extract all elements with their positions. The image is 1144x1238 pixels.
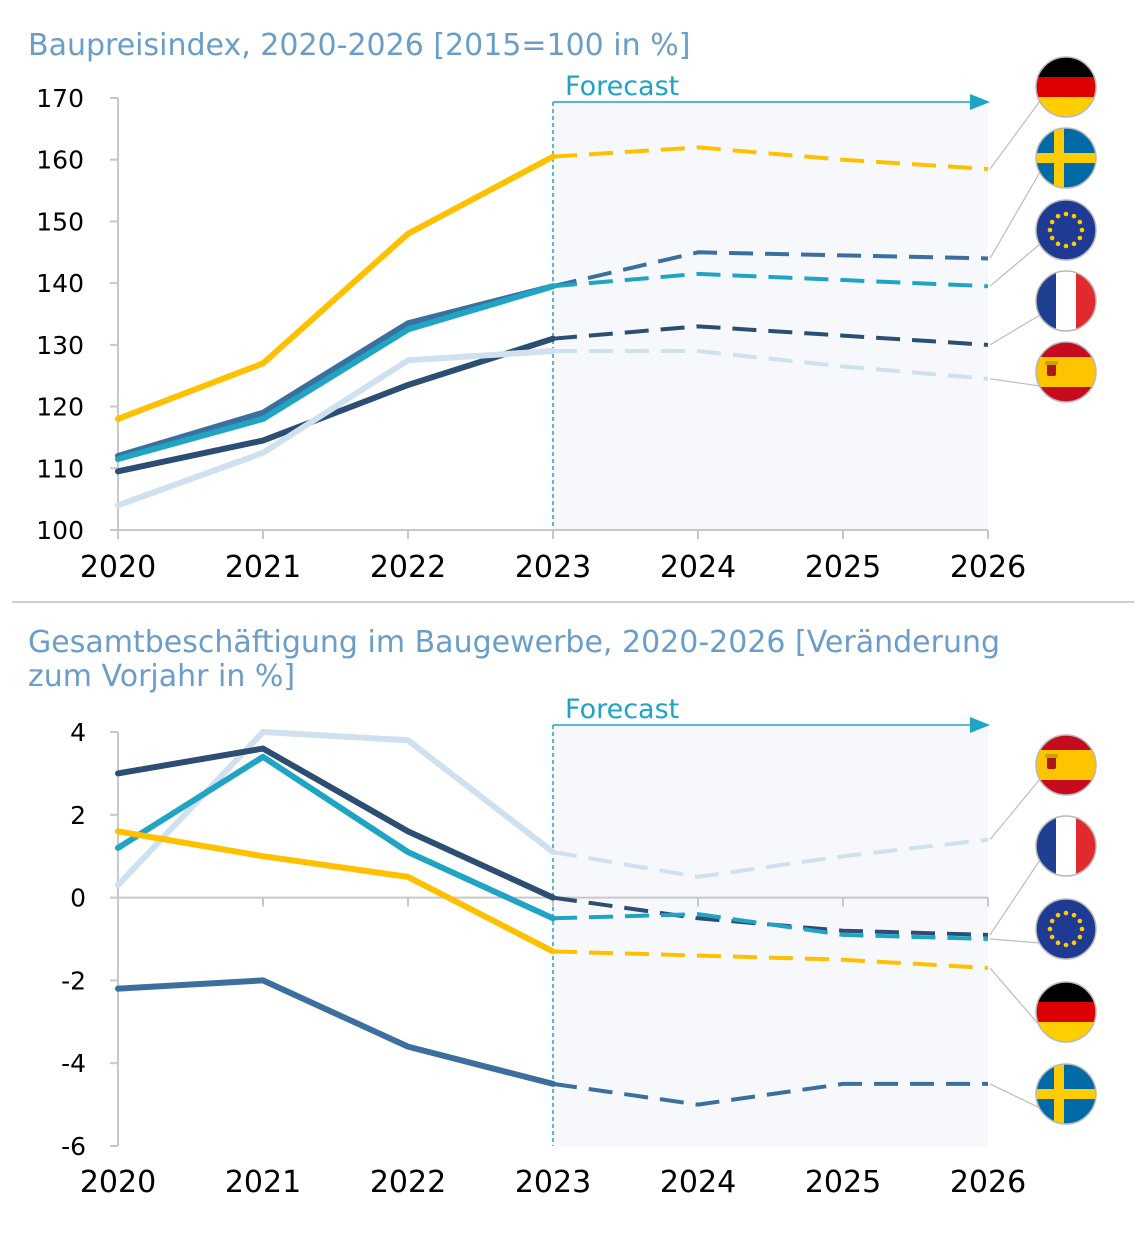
y-tick-label: -2 bbox=[61, 966, 86, 995]
y-tick-label: 110 bbox=[36, 454, 84, 483]
chart-panel-2: Gesamtbeschäftigung im Baugewerbe, 2020-… bbox=[28, 625, 1097, 1200]
x-tick-label: 2024 bbox=[660, 550, 736, 585]
france-flag-icon bbox=[1035, 270, 1097, 332]
series-line-forecast bbox=[552, 145, 989, 171]
france-flag-icon bbox=[1035, 815, 1097, 877]
x-tick-label: 2020 bbox=[80, 550, 156, 585]
legend-leader-line bbox=[989, 243, 1041, 287]
legend-leader-line bbox=[989, 859, 1041, 936]
series-eu bbox=[115, 271, 989, 463]
series-spain bbox=[115, 348, 989, 509]
sweden-flag-icon bbox=[1035, 127, 1097, 189]
series-spain bbox=[115, 729, 989, 889]
germany-flag-icon bbox=[1035, 56, 1097, 118]
x-tick-label: 2024 bbox=[660, 1165, 736, 1200]
spain-flag-icon bbox=[1035, 341, 1097, 403]
series-sweden bbox=[115, 977, 989, 1107]
y-tick-label: 2 bbox=[70, 801, 86, 830]
x-tick-label: 2026 bbox=[950, 550, 1026, 585]
x-tick-label: 2022 bbox=[370, 1165, 446, 1200]
y-tick-label: -6 bbox=[61, 1132, 86, 1161]
series-line-actual bbox=[115, 745, 556, 901]
chart-title-line-1: Gesamtbeschäftigung im Baugewerbe, 2020-… bbox=[28, 625, 1000, 660]
y-tick-label: 4 bbox=[70, 718, 86, 747]
x-tick-label: 2025 bbox=[805, 550, 881, 585]
y-tick-label: 120 bbox=[36, 393, 84, 422]
legend-leader-line bbox=[989, 938, 1041, 944]
forecast-label: Forecast bbox=[565, 694, 679, 725]
series-germany bbox=[115, 145, 989, 422]
series-line-actual bbox=[115, 335, 556, 475]
forecast-arrow-head bbox=[970, 94, 990, 110]
y-tick-label: -4 bbox=[61, 1049, 86, 1078]
forecast-label: Forecast bbox=[565, 71, 679, 102]
y-tick-label: 0 bbox=[70, 884, 86, 913]
x-tick-label: 2020 bbox=[80, 1165, 156, 1200]
x-tick-label: 2026 bbox=[950, 1165, 1026, 1200]
x-tick-label: 2022 bbox=[370, 550, 446, 585]
series-line-forecast bbox=[552, 1081, 988, 1107]
series-line-forecast bbox=[552, 250, 989, 289]
series-line-forecast bbox=[552, 949, 989, 970]
chart-title-line-2: zum Vorjahr in %] bbox=[28, 659, 295, 694]
y-tick-label: 130 bbox=[36, 331, 84, 360]
spain-flag-icon bbox=[1035, 734, 1097, 796]
legend-leader-line bbox=[989, 1083, 1041, 1109]
series-france bbox=[115, 324, 989, 475]
forecast-region bbox=[553, 102, 988, 530]
y-tick-label: 140 bbox=[36, 269, 84, 298]
series-line-forecast bbox=[553, 349, 989, 381]
series-line-actual bbox=[115, 828, 556, 955]
series-line-forecast bbox=[552, 271, 989, 289]
x-tick-label: 2025 bbox=[805, 1165, 881, 1200]
x-tick-label: 2021 bbox=[225, 550, 301, 585]
legend-leader-line bbox=[989, 378, 1041, 387]
legend-leader-line bbox=[989, 100, 1041, 170]
legend-leader-line bbox=[989, 967, 1041, 1027]
series-line-actual bbox=[115, 153, 556, 422]
forecast-arrow-head bbox=[970, 717, 990, 733]
sweden-flag-icon bbox=[1035, 1063, 1097, 1125]
legend-leader-line bbox=[989, 171, 1041, 259]
legend-leader-line bbox=[989, 778, 1041, 841]
x-tick-label: 2023 bbox=[515, 1165, 591, 1200]
series-line-actual bbox=[115, 977, 556, 1087]
germany-flag-icon bbox=[1035, 981, 1097, 1043]
x-tick-label: 2023 bbox=[515, 550, 591, 585]
series-line-actual bbox=[115, 753, 556, 922]
series-germany bbox=[115, 828, 989, 970]
y-tick-label: 170 bbox=[36, 84, 84, 113]
y-tick-label: 150 bbox=[36, 207, 84, 236]
series-line-actual bbox=[115, 729, 556, 889]
y-tick-label: 160 bbox=[36, 146, 84, 175]
series-line-forecast bbox=[552, 837, 989, 879]
series-eu bbox=[115, 753, 989, 941]
chart-panel-1: Baupreisindex, 2020-2026 [2015=100 in %]… bbox=[28, 28, 1097, 585]
series-line-forecast bbox=[552, 912, 989, 941]
x-tick-label: 2021 bbox=[225, 1165, 301, 1200]
eu-flag-icon bbox=[1035, 199, 1097, 261]
y-tick-label: 100 bbox=[36, 516, 84, 545]
series-line-forecast bbox=[552, 324, 989, 347]
series-line-actual bbox=[115, 283, 556, 463]
chart-title: Baupreisindex, 2020-2026 [2015=100 in %] bbox=[28, 28, 690, 63]
eu-flag-icon bbox=[1035, 898, 1097, 960]
legend-leader-line bbox=[989, 314, 1041, 346]
series-line-actual bbox=[115, 348, 556, 509]
